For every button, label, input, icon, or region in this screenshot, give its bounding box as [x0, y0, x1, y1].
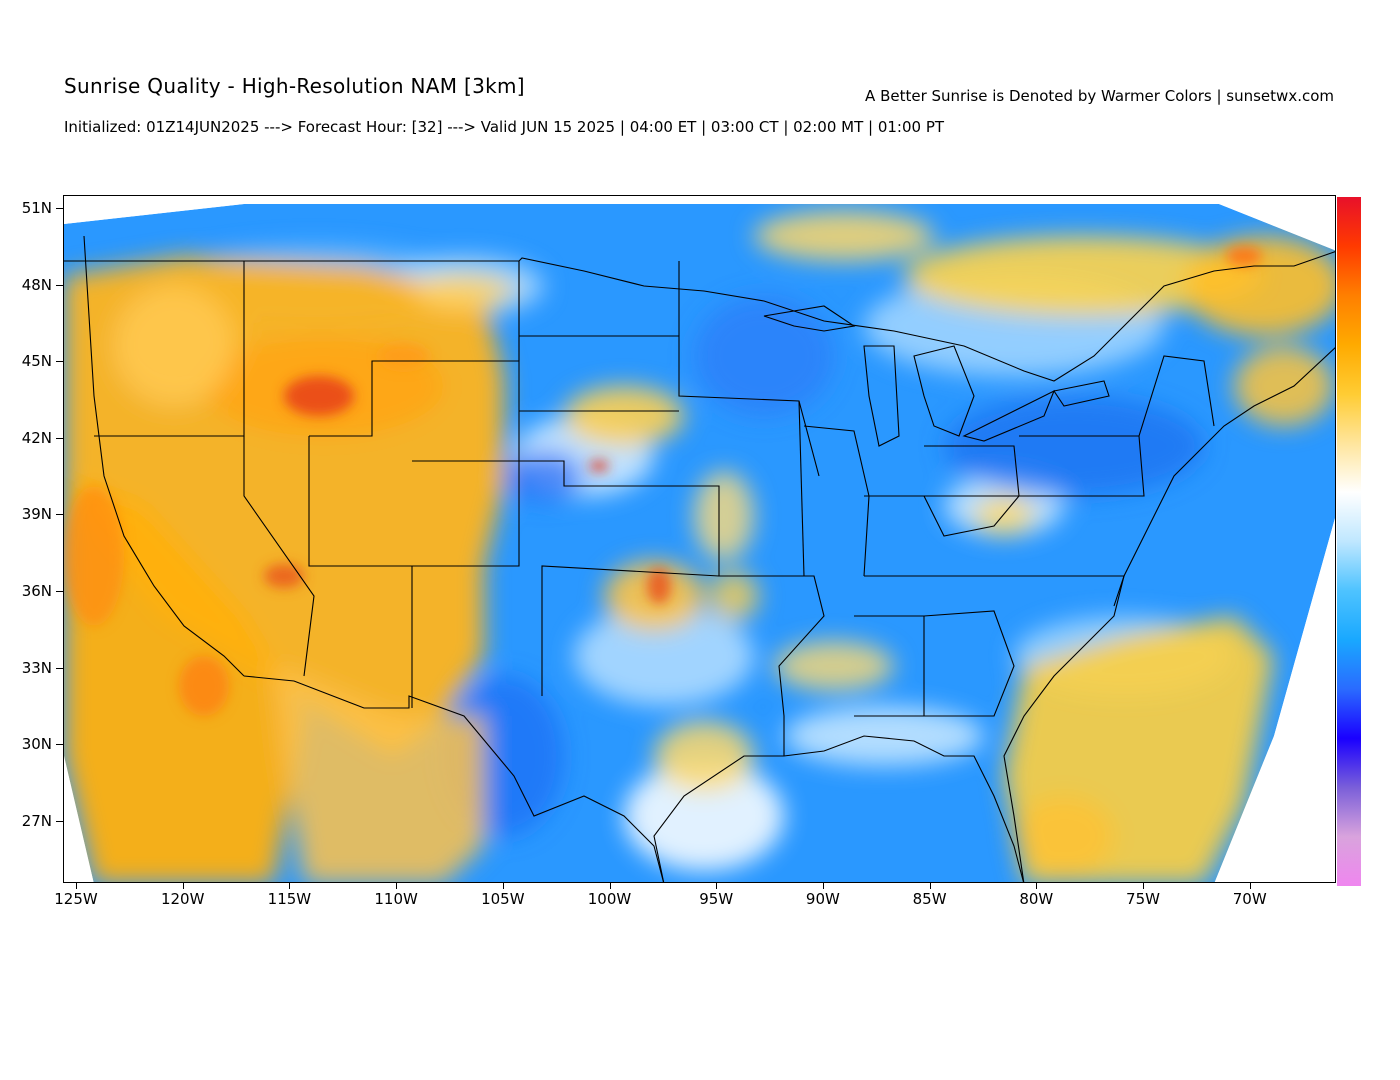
lon-tick-mark	[289, 883, 291, 889]
lon-tick-mark	[502, 883, 504, 889]
lon-tick-label: 80W	[1019, 890, 1054, 908]
lon-tick-label: 70W	[1232, 890, 1267, 908]
lon-tick-label: 75W	[1126, 890, 1160, 908]
lon-tick-label: 115W	[267, 890, 312, 908]
lat-tick-mark	[56, 667, 63, 669]
lat-tick-mark	[56, 820, 63, 822]
lon-tick-mark	[396, 883, 398, 889]
map-tagline: A Better Sunrise is Denoted by Warmer Co…	[865, 87, 1334, 105]
lon-tick-label: 120W	[160, 890, 205, 908]
lon-tick-mark	[716, 883, 718, 889]
lon-tick-mark	[182, 883, 184, 889]
lon-tick-mark	[609, 883, 611, 889]
forecast-map	[63, 195, 1336, 883]
lon-tick-mark	[1036, 883, 1038, 889]
lon-tick-label: 125W	[54, 890, 98, 908]
domain-mask	[64, 196, 1335, 251]
lon-tick-label: 95W	[699, 890, 734, 908]
lat-tick-label: 27N	[21, 811, 52, 830]
lat-tick-label: 39N	[21, 505, 52, 524]
lat-tick-label: 45N	[21, 352, 52, 371]
sunrise-quality-field	[64, 211, 1335, 882]
lat-tick-mark	[56, 744, 63, 746]
domain-mask-west	[64, 756, 94, 882]
lat-tick-label: 36N	[21, 582, 52, 600]
lat-tick-mark	[56, 437, 63, 439]
lat-tick-label: 33N	[21, 658, 52, 677]
lon-tick-mark	[1249, 883, 1251, 889]
lon-tick-mark	[1143, 883, 1144, 889]
map-canvas	[64, 196, 1335, 882]
colorbar	[1337, 197, 1361, 886]
lat-tick-mark	[56, 514, 63, 516]
lon-tick-label: 110W	[374, 890, 418, 908]
lat-tick-mark	[56, 591, 63, 592]
lat-tick-label: 51N	[21, 199, 52, 217]
lat-tick-label: 42N	[21, 428, 52, 447]
sunrise-quality-highlights	[64, 246, 1262, 716]
lat-tick-mark	[56, 284, 63, 286]
lat-tick-mark	[56, 208, 63, 209]
map-title: Sunrise Quality - High-Resolution NAM [3…	[64, 74, 525, 98]
lon-tick-label: 85W	[912, 890, 947, 908]
forecast-info: Initialized: 01Z14JUN2025 ---> Forecast …	[64, 118, 945, 136]
domain-mask-east	[1214, 518, 1335, 882]
lon-tick-label: 90W	[805, 890, 840, 908]
lon-tick-mark	[929, 883, 931, 889]
political-boundaries	[64, 235, 1335, 882]
lon-tick-label: 105W	[481, 890, 525, 908]
lon-tick-mark	[76, 883, 77, 889]
lon-tick-mark	[822, 883, 824, 889]
lon-tick-label: 100W	[587, 890, 632, 908]
lat-tick-label: 48N	[21, 275, 52, 294]
lat-tick-label: 30N	[21, 735, 52, 754]
lat-tick-mark	[56, 361, 63, 363]
